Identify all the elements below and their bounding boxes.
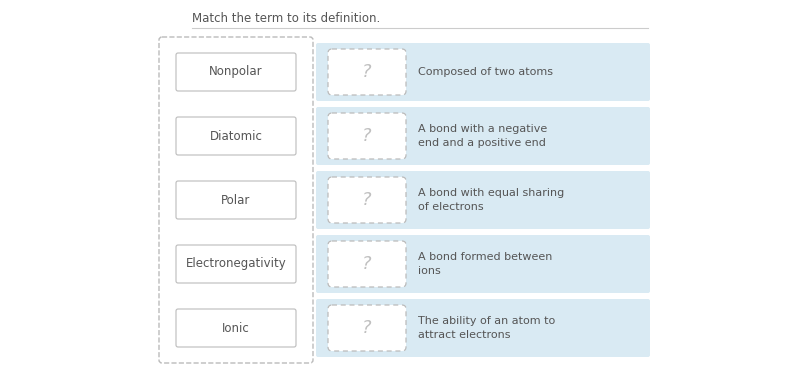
FancyBboxPatch shape xyxy=(328,241,406,287)
Text: A bond with equal sharing
of electrons: A bond with equal sharing of electrons xyxy=(418,188,564,212)
FancyBboxPatch shape xyxy=(316,43,650,101)
Text: Match the term to its definition.: Match the term to its definition. xyxy=(192,12,380,25)
Text: ?: ? xyxy=(362,63,372,81)
FancyBboxPatch shape xyxy=(176,309,296,347)
FancyBboxPatch shape xyxy=(176,245,296,283)
FancyBboxPatch shape xyxy=(176,181,296,219)
Text: Nonpolar: Nonpolar xyxy=(209,66,263,78)
Text: The ability of an atom to
attract electrons: The ability of an atom to attract electr… xyxy=(418,316,555,340)
Text: Diatomic: Diatomic xyxy=(210,130,262,143)
Text: ?: ? xyxy=(362,255,372,273)
Text: A bond with a negative
end and a positive end: A bond with a negative end and a positiv… xyxy=(418,124,547,149)
FancyBboxPatch shape xyxy=(316,171,650,229)
FancyBboxPatch shape xyxy=(328,49,406,95)
Text: ?: ? xyxy=(362,191,372,209)
FancyBboxPatch shape xyxy=(176,53,296,91)
FancyBboxPatch shape xyxy=(316,299,650,357)
Text: Polar: Polar xyxy=(222,193,250,207)
Text: ?: ? xyxy=(362,319,372,337)
Text: Ionic: Ionic xyxy=(222,322,250,334)
Text: Electronegativity: Electronegativity xyxy=(186,257,286,271)
Text: Composed of two atoms: Composed of two atoms xyxy=(418,67,553,77)
FancyBboxPatch shape xyxy=(176,117,296,155)
FancyBboxPatch shape xyxy=(316,107,650,165)
FancyBboxPatch shape xyxy=(328,305,406,351)
FancyBboxPatch shape xyxy=(316,235,650,293)
FancyBboxPatch shape xyxy=(328,177,406,223)
Text: A bond formed between
ions: A bond formed between ions xyxy=(418,251,552,276)
FancyBboxPatch shape xyxy=(328,113,406,159)
Text: ?: ? xyxy=(362,127,372,145)
